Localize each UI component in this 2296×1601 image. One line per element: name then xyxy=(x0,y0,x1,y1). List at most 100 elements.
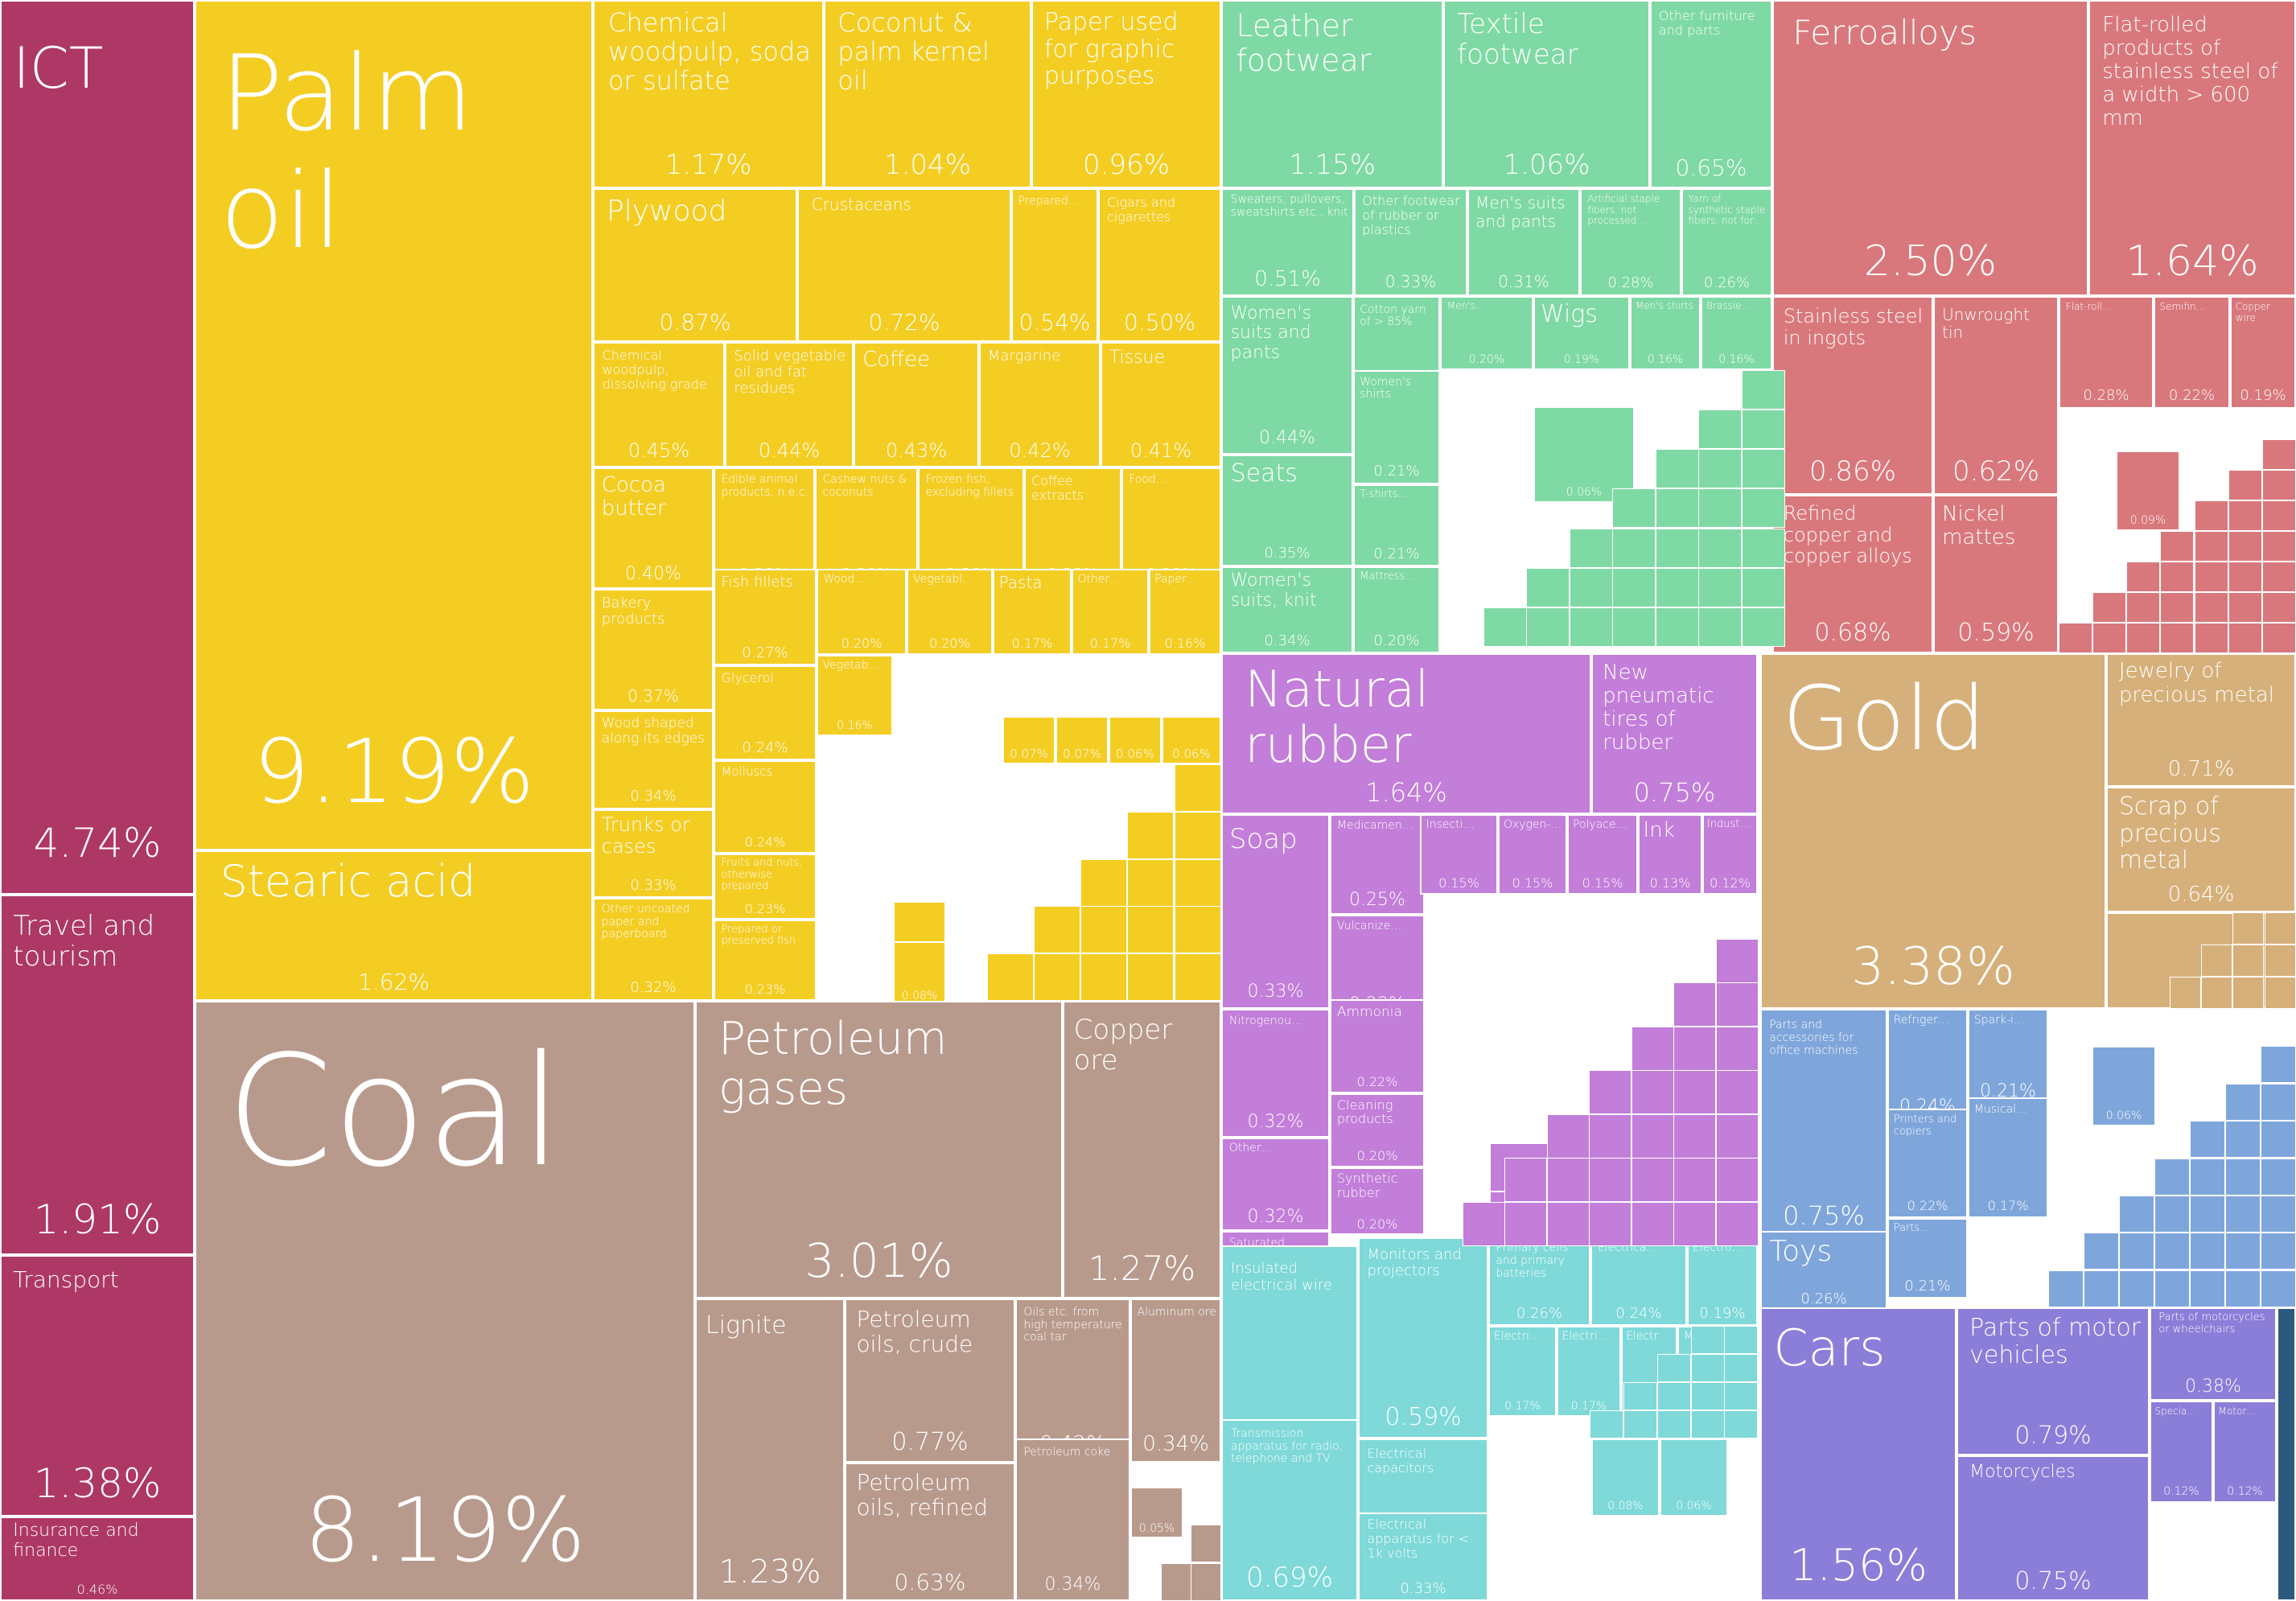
minor-product-cell xyxy=(1175,764,1221,812)
tile-label: Other… xyxy=(1228,1142,1273,1155)
tile-label: Electrical apparatus for < 1k volts xyxy=(1367,1517,1470,1562)
tile-label: Lignite xyxy=(705,1311,787,1340)
tile-artificial-staple-fibers-not-processed-61: Artificial staple fibers, not processed…… xyxy=(1580,188,1681,296)
minor-product-cell xyxy=(2225,1233,2261,1270)
tile-paper-used-for-graphic-purposes-8: Paper used for graphic purposes 0.96% xyxy=(1031,0,1221,188)
minor-product-cell xyxy=(1656,568,1699,607)
tile-label: Medicamen… xyxy=(1336,818,1413,832)
minor-product-cell xyxy=(2160,623,2194,653)
tile-spark-i-123: Spark-i… 0.21% xyxy=(1968,1009,2048,1105)
tile-label: Palm oil xyxy=(220,32,474,272)
tile-share-value: 0.31% xyxy=(1498,272,1549,292)
tile-share-value: 0.15% xyxy=(1582,875,1623,891)
tile-share-value: 0.46% xyxy=(76,1581,118,1597)
tile-share-value: 0.22% xyxy=(1356,1073,1398,1089)
minor-product-cell xyxy=(2262,592,2296,623)
tile-share-value: 0.17% xyxy=(1504,1399,1541,1413)
tile-label: Fish fillets xyxy=(721,573,793,591)
tile-synthetic-rubber-90: Synthetic rubber 0.20% xyxy=(1330,1167,1425,1235)
tile-bakery-products-24: Bakery products 0.37% xyxy=(593,589,714,710)
tile-share-value: 0.21% xyxy=(1904,1278,1951,1295)
tile-share-value: 0.33% xyxy=(630,876,677,894)
minor-product-cell xyxy=(1631,1070,1674,1114)
minor-product-cell xyxy=(1657,1382,1691,1410)
minor-product-cell xyxy=(1191,1525,1221,1562)
tile-label: Other uncoated paper and paperboard xyxy=(601,902,690,941)
minor-product-cell xyxy=(1080,906,1127,953)
minor-product-cell xyxy=(2201,977,2232,1009)
minor-product-cell xyxy=(1657,1410,1691,1438)
tile-share-value: 0.22% xyxy=(2168,386,2216,404)
tile-share-value: 0.17% xyxy=(1570,1399,1607,1413)
minor-product-cell xyxy=(1716,1202,1759,1246)
tile-label: T-shirts… xyxy=(1360,488,1409,500)
minor-product-cell xyxy=(1504,1202,1547,1246)
minor-product-cell xyxy=(2126,623,2160,653)
minor-product-cell xyxy=(2225,1196,2261,1233)
tile-label: Refined copper and copper alloys xyxy=(1783,501,1912,568)
tile-share-value: 0.24% xyxy=(1615,1304,1662,1322)
tile-soap-77: Soap 0.33% xyxy=(1221,814,1330,1009)
tile-share-value: 0.05% xyxy=(1138,1522,1175,1536)
tile-women-s-shirts-70: Women's shirts 0.21% xyxy=(1353,370,1440,484)
tile-share-value: 0.44% xyxy=(1259,428,1315,449)
tile-share-value: 0.77% xyxy=(891,1428,969,1456)
minor-product-cell xyxy=(1175,906,1221,953)
tile-cocoa-butter-18: Cocoa butter 0.40% xyxy=(593,467,714,589)
tile-share-value: 0.33% xyxy=(1400,1579,1446,1597)
minor-product-cell xyxy=(2154,1159,2190,1196)
tile-flat-rolled-products-of-stainless-steel-of-a-width-600-mm-94: Flat-rolled products of stainless steel … xyxy=(2088,0,2296,296)
tile-tissue-17: Tissue 0.41% xyxy=(1101,342,1221,467)
tile-label: Crustaceans xyxy=(811,195,911,215)
minor-product-cell xyxy=(1612,488,1656,528)
tile-other-furniture-and-parts-57: Other furniture and parts 0.65% xyxy=(1650,0,1772,188)
tile-label: Coffee extracts xyxy=(1031,472,1084,503)
minor-product-cell xyxy=(2126,592,2160,623)
tile-share-value: 3.01% xyxy=(804,1233,953,1289)
minor-product-cell xyxy=(1175,812,1221,859)
minor-product-cell xyxy=(1547,1202,1590,1246)
minor-product-cell xyxy=(1463,1202,1505,1246)
minor-product-cell xyxy=(1691,1410,1725,1438)
tile-share-value: 2.50% xyxy=(1863,237,1998,286)
tile-sweaters-pullovers-sweatshirts-etc-knit-58: Sweaters, pullovers, sweatshirts etc., k… xyxy=(1221,188,1354,296)
tile-share-value: 1.17% xyxy=(665,149,752,182)
minor-product-cell xyxy=(2261,1196,2296,1233)
tile-label: Cocoa butter xyxy=(601,472,666,521)
tile-petroleum-coke-53: Petroleum coke 0.34% xyxy=(1015,1438,1130,1601)
tile-share-value: 0.19% xyxy=(2240,386,2286,404)
tile-cleaning-products-88: Cleaning products 0.20% xyxy=(1330,1093,1425,1167)
tile-share-value: 0.34% xyxy=(1142,1432,1209,1456)
tile-cashew-nuts-coconuts-20: Cashew nuts & coconuts0.29% xyxy=(815,467,918,589)
minor-product-cell xyxy=(1483,607,1527,647)
tile-share-value: 0.69% xyxy=(1245,1562,1333,1595)
tile-unwrought-tin-96: Unwrought tin 0.62% xyxy=(1933,296,2059,495)
minor-product-cell xyxy=(1656,529,1699,568)
tile-nitrogenou-79: Nitrogenou… 0.32% xyxy=(1221,1009,1330,1138)
tile-share-value: 0.22% xyxy=(1907,1198,1948,1214)
minor-product-cell xyxy=(1724,1382,1758,1410)
tile-label: Semifin… xyxy=(2159,301,2206,313)
tile-label: Pasta xyxy=(998,573,1043,593)
tile-petroleum-gases-46: Petroleum gases 3.01% xyxy=(695,1001,1063,1298)
tile-women-s-suits-knit-72: Women's suits, knit 0.34% xyxy=(1221,566,1353,653)
tile-share-value: 0.23% xyxy=(744,900,786,916)
minor-product-cell xyxy=(2195,500,2228,531)
tile-label: Electri… xyxy=(1562,1330,1609,1344)
tile-label: Ink xyxy=(1643,817,1675,842)
tile-label: Men's… xyxy=(1446,299,1485,311)
tile-label: Other… xyxy=(1077,573,1121,586)
tile-label: Wood… xyxy=(823,573,866,586)
tile-textile-footwear-56: Textile footwear 1.06% xyxy=(1443,0,1650,188)
minor-product-cell xyxy=(2262,623,2296,653)
tile-label: Prepared… xyxy=(1018,195,1080,208)
tile-share-value: 3.38% xyxy=(1851,936,2015,997)
tile-label: Soap xyxy=(1228,822,1298,855)
minor-product-cell xyxy=(1526,568,1570,607)
tile-label: Margarine xyxy=(987,348,1061,365)
minor-product-cell xyxy=(1716,939,1759,983)
tile-share-value: 0.08% xyxy=(1607,1500,1644,1513)
minor-product-cell xyxy=(1080,953,1127,1001)
tile-label: Natural rubber xyxy=(1245,659,1430,775)
tile-wood-26: Wood… 0.20% xyxy=(817,569,907,655)
